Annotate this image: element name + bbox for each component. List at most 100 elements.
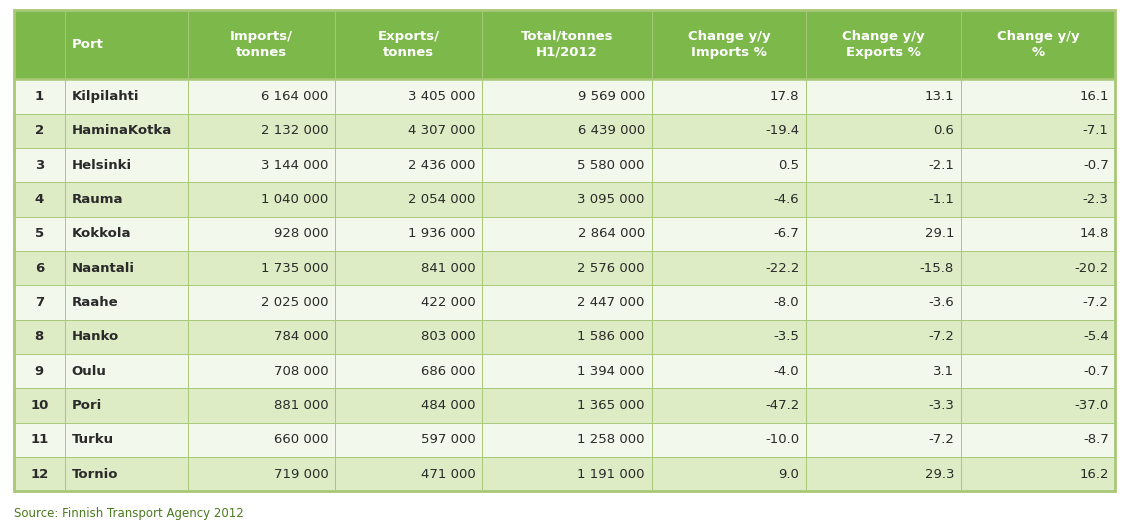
Bar	[14, 388, 1115, 423]
Text: 1 365 000: 1 365 000	[577, 399, 645, 412]
Text: 3 144 000: 3 144 000	[261, 159, 329, 172]
Text: -7.2: -7.2	[928, 433, 954, 446]
Text: 2 864 000: 2 864 000	[578, 227, 645, 241]
Bar	[14, 354, 1115, 388]
Text: Imports/
tonnes: Imports/ tonnes	[230, 30, 292, 59]
Text: Rauma: Rauma	[72, 193, 123, 206]
Text: -15.8: -15.8	[920, 262, 954, 275]
Text: 10: 10	[30, 399, 49, 412]
Text: 1 735 000: 1 735 000	[261, 262, 329, 275]
Bar	[14, 457, 1115, 491]
Text: 719 000: 719 000	[273, 467, 329, 481]
Text: Kilpilahti: Kilpilahti	[72, 90, 139, 103]
Text: Helsinki: Helsinki	[72, 159, 132, 172]
Text: Turku: Turku	[72, 433, 114, 446]
Text: 2 576 000: 2 576 000	[577, 262, 645, 275]
Text: Oulu: Oulu	[72, 365, 107, 378]
Text: 9: 9	[35, 365, 44, 378]
Text: Tornio: Tornio	[72, 467, 119, 481]
Text: 1 191 000: 1 191 000	[577, 467, 645, 481]
Text: 1 936 000: 1 936 000	[409, 227, 475, 241]
Text: 2 132 000: 2 132 000	[261, 124, 329, 138]
Text: 484 000: 484 000	[421, 399, 475, 412]
Text: 2: 2	[35, 124, 44, 138]
Bar	[14, 285, 1115, 320]
Text: 11: 11	[30, 433, 49, 446]
Bar	[14, 182, 1115, 217]
Text: Source: Finnish Transport Agency 2012: Source: Finnish Transport Agency 2012	[14, 507, 243, 519]
Text: 2 025 000: 2 025 000	[261, 296, 329, 309]
Text: 16.1: 16.1	[1079, 90, 1109, 103]
Text: 928 000: 928 000	[273, 227, 329, 241]
Bar	[14, 114, 1115, 148]
Text: -0.7: -0.7	[1083, 159, 1109, 172]
Text: 6 164 000: 6 164 000	[261, 90, 329, 103]
Text: 803 000: 803 000	[421, 330, 475, 343]
Text: 881 000: 881 000	[273, 399, 329, 412]
Text: 5: 5	[35, 227, 44, 241]
Text: -3.3: -3.3	[928, 399, 954, 412]
Text: -8.7: -8.7	[1083, 433, 1109, 446]
Text: 5 580 000: 5 580 000	[577, 159, 645, 172]
Text: Change y/y
Imports %: Change y/y Imports %	[688, 30, 770, 59]
Text: -0.7: -0.7	[1083, 365, 1109, 378]
Bar	[14, 320, 1115, 354]
Text: 16.2: 16.2	[1079, 467, 1109, 481]
Text: 6: 6	[35, 262, 44, 275]
Text: 14.8: 14.8	[1079, 227, 1109, 241]
Text: -19.4: -19.4	[765, 124, 799, 138]
Text: -4.6: -4.6	[773, 193, 799, 206]
Text: -3.6: -3.6	[928, 296, 954, 309]
Text: 471 000: 471 000	[421, 467, 475, 481]
Text: Exports/
tonnes: Exports/ tonnes	[378, 30, 439, 59]
Text: 3: 3	[35, 159, 44, 172]
Text: Naantali: Naantali	[72, 262, 134, 275]
Text: 29.3: 29.3	[925, 467, 954, 481]
Text: 841 000: 841 000	[421, 262, 475, 275]
Text: 686 000: 686 000	[421, 365, 475, 378]
Text: -22.2: -22.2	[765, 262, 799, 275]
Text: 0.5: 0.5	[779, 159, 799, 172]
Text: Change y/y
Exports %: Change y/y Exports %	[842, 30, 925, 59]
Text: 3.1: 3.1	[933, 365, 954, 378]
Text: 13.1: 13.1	[925, 90, 954, 103]
Text: 597 000: 597 000	[421, 433, 475, 446]
Text: 12: 12	[30, 467, 49, 481]
Text: 2 436 000: 2 436 000	[409, 159, 475, 172]
Text: -8.0: -8.0	[773, 296, 799, 309]
Text: -2.1: -2.1	[928, 159, 954, 172]
Text: -20.2: -20.2	[1075, 262, 1109, 275]
Bar	[14, 80, 1115, 114]
Text: 9.0: 9.0	[779, 467, 799, 481]
Text: -7.2: -7.2	[1083, 296, 1109, 309]
Text: -4.0: -4.0	[773, 365, 799, 378]
Bar	[14, 217, 1115, 251]
Text: -47.2: -47.2	[765, 399, 799, 412]
Text: 1 258 000: 1 258 000	[577, 433, 645, 446]
Text: -7.2: -7.2	[928, 330, 954, 343]
Text: Hanko: Hanko	[72, 330, 119, 343]
Text: -7.1: -7.1	[1083, 124, 1109, 138]
Text: -1.1: -1.1	[928, 193, 954, 206]
Text: 708 000: 708 000	[273, 365, 329, 378]
Text: 6 439 000: 6 439 000	[578, 124, 645, 138]
Text: 2 447 000: 2 447 000	[577, 296, 645, 309]
Text: 4: 4	[35, 193, 44, 206]
Text: Port: Port	[72, 38, 104, 51]
Text: 784 000: 784 000	[273, 330, 329, 343]
Bar	[14, 148, 1115, 182]
Bar	[14, 251, 1115, 285]
Text: 0.6: 0.6	[934, 124, 954, 138]
Text: -5.4: -5.4	[1083, 330, 1109, 343]
Text: 1: 1	[35, 90, 44, 103]
Text: 3 095 000: 3 095 000	[577, 193, 645, 206]
Text: -37.0: -37.0	[1075, 399, 1109, 412]
Text: HaminaKotka: HaminaKotka	[72, 124, 172, 138]
Text: 1 040 000: 1 040 000	[261, 193, 329, 206]
Text: 2 054 000: 2 054 000	[409, 193, 475, 206]
Text: -3.5: -3.5	[773, 330, 799, 343]
Text: -2.3: -2.3	[1083, 193, 1109, 206]
Text: 8: 8	[35, 330, 44, 343]
Text: 422 000: 422 000	[421, 296, 475, 309]
Text: 3 405 000: 3 405 000	[409, 90, 475, 103]
